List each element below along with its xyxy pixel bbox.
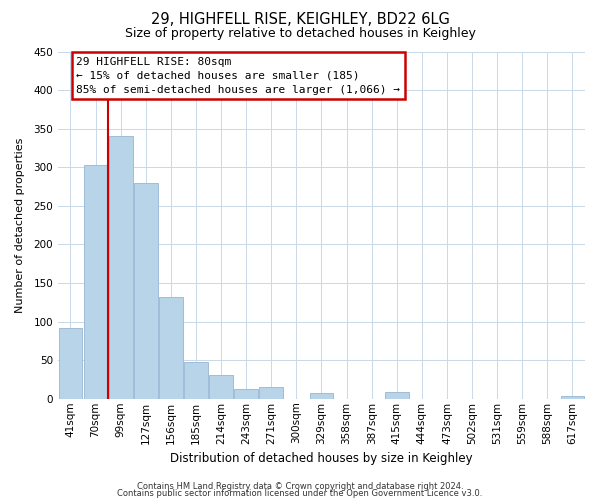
Text: Contains public sector information licensed under the Open Government Licence v3: Contains public sector information licen… — [118, 490, 482, 498]
Bar — [385, 392, 409, 399]
Text: Contains HM Land Registry data © Crown copyright and database right 2024.: Contains HM Land Registry data © Crown c… — [137, 482, 463, 491]
Text: Size of property relative to detached houses in Keighley: Size of property relative to detached ho… — [125, 28, 475, 40]
Bar — [109, 136, 133, 399]
Bar — [184, 362, 208, 399]
X-axis label: Distribution of detached houses by size in Keighley: Distribution of detached houses by size … — [170, 452, 473, 465]
Bar — [159, 297, 183, 399]
Bar — [134, 184, 158, 399]
Y-axis label: Number of detached properties: Number of detached properties — [15, 138, 25, 313]
Bar — [310, 392, 334, 399]
Bar — [209, 375, 233, 399]
Text: 29, HIGHFELL RISE, KEIGHLEY, BD22 6LG: 29, HIGHFELL RISE, KEIGHLEY, BD22 6LG — [151, 12, 449, 28]
Bar — [234, 388, 258, 399]
Text: 29 HIGHFELL RISE: 80sqm
← 15% of detached houses are smaller (185)
85% of semi-d: 29 HIGHFELL RISE: 80sqm ← 15% of detache… — [76, 56, 400, 94]
Bar — [59, 328, 82, 399]
Bar — [259, 387, 283, 399]
Bar — [83, 165, 107, 399]
Bar — [560, 396, 584, 399]
